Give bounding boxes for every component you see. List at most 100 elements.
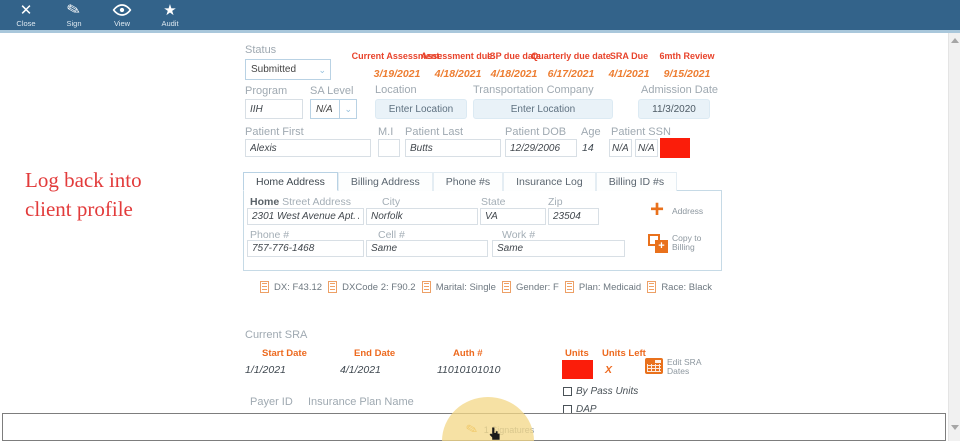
sra-auth-value: 11010101010	[437, 364, 501, 376]
quarterly-due-label: Quarterly due date	[531, 51, 611, 61]
sra-auth-label: Auth #	[453, 348, 483, 359]
sa-level-label: SA Level	[310, 85, 354, 97]
zip-input[interactable]	[548, 208, 599, 225]
sign-button[interactable]: ✎ Sign	[50, 0, 98, 30]
close-icon: ✕	[19, 1, 33, 19]
tab-home-address[interactable]: Home Address	[243, 172, 338, 191]
edit-sra-dates-icon[interactable]	[645, 358, 663, 374]
patient-ssn-label: Patient SSN	[611, 126, 671, 138]
insurance-plan-name-label: Insurance Plan Name	[308, 396, 414, 408]
transportation-company-label: Transportation Company	[473, 84, 594, 96]
sra-due-label: SRA Due	[609, 51, 649, 61]
close-button-label: Close	[16, 19, 36, 28]
street-address-input[interactable]	[247, 208, 364, 225]
location-label: Location	[375, 84, 417, 96]
six-month-review-col: 6mth Review 9/15/2021	[659, 51, 714, 80]
transportation-company-button[interactable]: Enter Location	[473, 99, 613, 119]
sra-due-date: 4/1/2021	[608, 68, 650, 80]
vertical-scrollbar[interactable]	[948, 33, 960, 441]
signatures-count-label: 1 Signatures	[483, 424, 535, 435]
isp-due-col: ISP due date 4/18/2021	[487, 51, 541, 80]
copy-plus-square: +	[655, 240, 668, 253]
document-icon	[421, 281, 431, 293]
current-sra-title: Current SRA	[245, 329, 308, 341]
copy-to-billing-label: Copy to Billing	[672, 233, 702, 252]
tab-insurance-log[interactable]: Insurance Log	[503, 172, 596, 191]
tab-billing-address[interactable]: Billing Address	[337, 172, 433, 191]
phone-input[interactable]	[247, 240, 364, 257]
cell-label: Cell #	[378, 229, 405, 241]
audit-button[interactable]: ★ Audit	[146, 0, 194, 30]
mi-input[interactable]	[378, 139, 400, 157]
program-input[interactable]	[245, 99, 303, 119]
document-icon	[564, 281, 574, 293]
audit-star-icon: ★	[163, 1, 177, 19]
assessment-due-date: 4/18/2021	[434, 68, 482, 80]
dx-code2-item[interactable]: DXCode 2: F90.2	[328, 281, 416, 293]
patient-first-label: Patient First	[245, 126, 304, 138]
sra-units-left-label: Units Left	[602, 348, 646, 359]
admission-date-button[interactable]: 11/3/2020	[638, 99, 710, 119]
work-label: Work #	[502, 229, 536, 241]
demographics-row: DX: F43.12 DXCode 2: F90.2 Marital: Sing…	[260, 281, 712, 293]
chevron-down-icon: ⌄	[318, 64, 326, 75]
copy-to-billing-icon[interactable]: +	[648, 234, 668, 253]
city-label: City	[382, 196, 401, 208]
current-assessment-date: 3/19/2021	[373, 68, 421, 80]
six-month-review-label: 6mth Review	[659, 51, 715, 61]
home-address-panel	[243, 190, 722, 271]
payer-id-label: Payer ID	[250, 396, 293, 408]
patient-dob-input[interactable]	[505, 139, 577, 157]
state-input[interactable]	[480, 208, 546, 225]
admission-date-label: Admission Date	[641, 84, 719, 96]
patient-last-input[interactable]	[405, 139, 501, 157]
gender-item[interactable]: Gender: F	[502, 281, 559, 293]
tab-billing-ids[interactable]: Billing ID #s	[595, 172, 678, 191]
quarterly-due-col: Quarterly due date 6/17/2021	[531, 51, 611, 80]
eye-icon	[112, 2, 132, 18]
sa-level-dropdown[interactable]: N/A ⌄	[310, 99, 357, 119]
home-label: Home	[250, 196, 280, 208]
plan-item[interactable]: Plan: Medicaid	[564, 281, 641, 293]
zip-label: Zip	[548, 196, 563, 208]
ssn-input-2[interactable]	[635, 139, 658, 157]
bypass-units-checkbox[interactable]: By Pass Units	[563, 386, 638, 397]
scroll-up-icon[interactable]	[951, 38, 959, 43]
city-input[interactable]	[366, 208, 478, 225]
sra-units-label: Units	[565, 348, 589, 359]
ssn-input-1[interactable]	[609, 139, 632, 157]
status-label: Status	[245, 44, 277, 56]
annotation-note: Log back into client profile	[25, 168, 142, 221]
add-address-label: Address	[672, 206, 704, 216]
patient-first-input[interactable]	[245, 139, 371, 157]
phone-label: Phone #	[250, 229, 290, 241]
race-item[interactable]: Race: Black	[647, 281, 712, 293]
document-icon	[647, 281, 657, 293]
patient-last-label: Patient Last	[405, 126, 464, 138]
scroll-down-icon[interactable]	[951, 425, 959, 430]
toolbar: ✕ Close ✎ Sign View ★ Audit	[0, 0, 960, 30]
current-assessment-label: Current Assessment:	[351, 51, 443, 61]
cell-input[interactable]	[366, 240, 488, 257]
document-icon	[502, 281, 511, 293]
status-dropdown[interactable]: Submitted ⌄	[245, 59, 331, 80]
location-button[interactable]: Enter Location	[375, 99, 467, 119]
document-icon	[328, 281, 338, 293]
six-month-review-date: 9/15/2021	[663, 68, 711, 80]
view-button[interactable]: View	[98, 0, 146, 30]
dx-code-item[interactable]: DX: F43.12	[260, 281, 322, 293]
work-input[interactable]	[492, 240, 625, 257]
add-address-icon[interactable]: +	[650, 196, 665, 223]
tab-phone-numbers[interactable]: Phone #s	[432, 172, 504, 191]
patient-dob-label: Patient DOB	[505, 126, 567, 138]
document-icon	[260, 281, 269, 293]
sra-due-col: SRA Due 4/1/2021	[609, 51, 650, 80]
close-button[interactable]: ✕ Close	[2, 0, 50, 30]
checkbox-icon	[563, 387, 572, 396]
address-tabs: Home Address Billing Address Phone #s In…	[243, 172, 678, 191]
signatures-button[interactable]: ✎ 1 Signatures	[464, 420, 535, 438]
marital-item[interactable]: Marital: Single	[421, 281, 496, 293]
sa-level-value: N/A	[316, 103, 333, 115]
ssn-redacted-box	[660, 138, 690, 158]
